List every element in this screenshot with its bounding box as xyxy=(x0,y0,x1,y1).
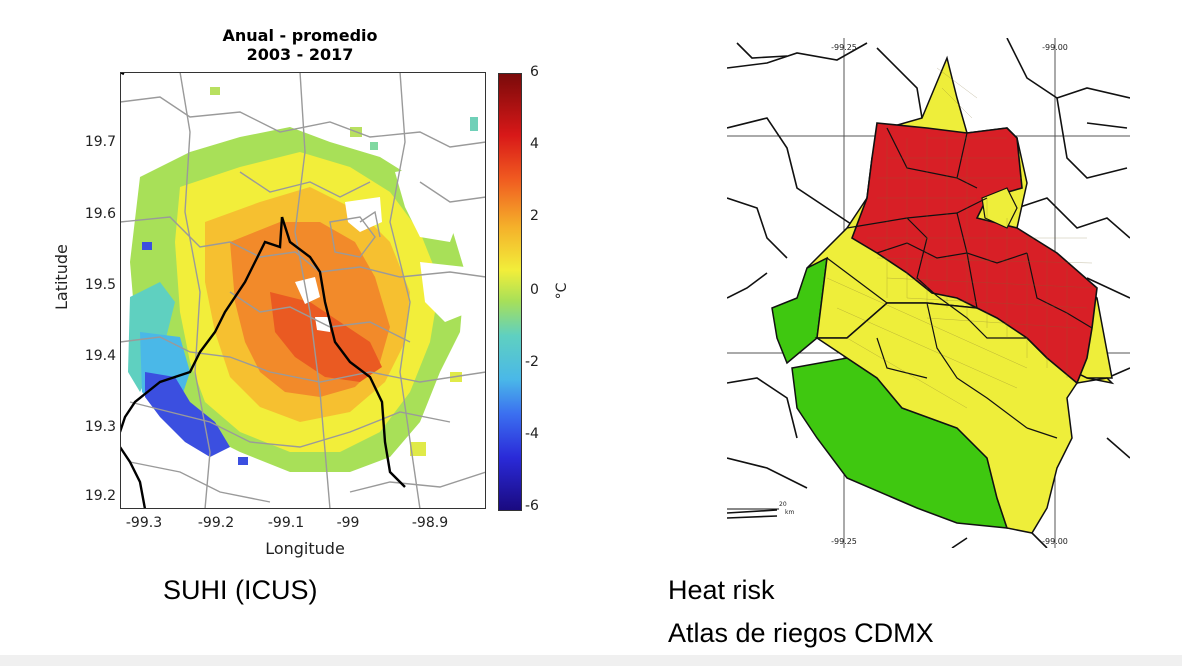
bottom-bar xyxy=(0,655,1182,666)
x-tick-label: -99.1 xyxy=(267,515,305,531)
suhi-map xyxy=(120,72,486,509)
right-caption-line2: Atlas de riegos CDMX xyxy=(668,618,934,648)
y-tick-label: 19.4 xyxy=(84,348,116,364)
y-tick-label: 19.2 xyxy=(84,488,116,504)
lon-label-top: -99.25 xyxy=(831,43,857,52)
y-tick-label: 19.7 xyxy=(84,134,116,150)
colorbar-tick-label: 0 xyxy=(530,282,539,298)
lon-label-top: -99.00 xyxy=(1042,43,1068,52)
x-axis-title: Longitude xyxy=(265,539,345,558)
colorbar-tick-label: 2 xyxy=(530,208,539,224)
right-caption-line1: Heat risk xyxy=(668,575,775,605)
surrounding-boundaries xyxy=(727,38,1130,548)
y-tick-label: 19.6 xyxy=(84,206,116,222)
x-tick-label: -98.9 xyxy=(411,515,449,531)
y-tick-label: 19.3 xyxy=(84,419,116,435)
scale-label: 20 xyxy=(779,501,787,508)
risk-zone-medium-island xyxy=(981,187,1018,229)
y-axis-title: Latitude xyxy=(52,244,71,310)
colorbar-unit: °C xyxy=(554,282,570,300)
street-texture xyxy=(826,67,1098,409)
y-axis: 19.7 19.6 19.5 19.4 19.3 19.2 xyxy=(70,134,120,510)
lon-label-bottom: -99.00 xyxy=(1042,537,1068,546)
colorbar-tick-label: -2 xyxy=(525,354,539,370)
colorbar-tick-label: 4 xyxy=(530,136,539,152)
risk-zone-high xyxy=(851,122,1098,385)
map-title: Anual - promedio 2003 - 2017 xyxy=(200,26,400,64)
municipal-boundaries xyxy=(120,72,486,509)
scale-bar: 20 km xyxy=(727,501,794,516)
colorbar xyxy=(498,73,522,511)
left-caption: SUHI (ICUS) xyxy=(163,575,318,605)
x-tick-label: -99.3 xyxy=(125,515,163,531)
map-title-line1: Anual - promedio xyxy=(222,26,378,45)
colorbar-tick-label: -6 xyxy=(525,498,539,514)
colorbar-tick-label: -4 xyxy=(525,426,539,442)
x-tick-label: -99.2 xyxy=(197,515,235,531)
colorbar-tick-label: 6 xyxy=(530,64,539,80)
heat-risk-map: -99.25 -99.00 -99.25 -99.00 20 km xyxy=(727,38,1130,548)
suhi-heat-layer xyxy=(120,72,486,509)
map-title-line2: 2003 - 2017 xyxy=(246,45,354,64)
x-tick-label: -99 xyxy=(336,515,360,531)
scale-unit: km xyxy=(785,509,794,516)
lon-label-bottom: -99.25 xyxy=(831,537,857,546)
y-tick-label: 19.5 xyxy=(84,277,116,293)
